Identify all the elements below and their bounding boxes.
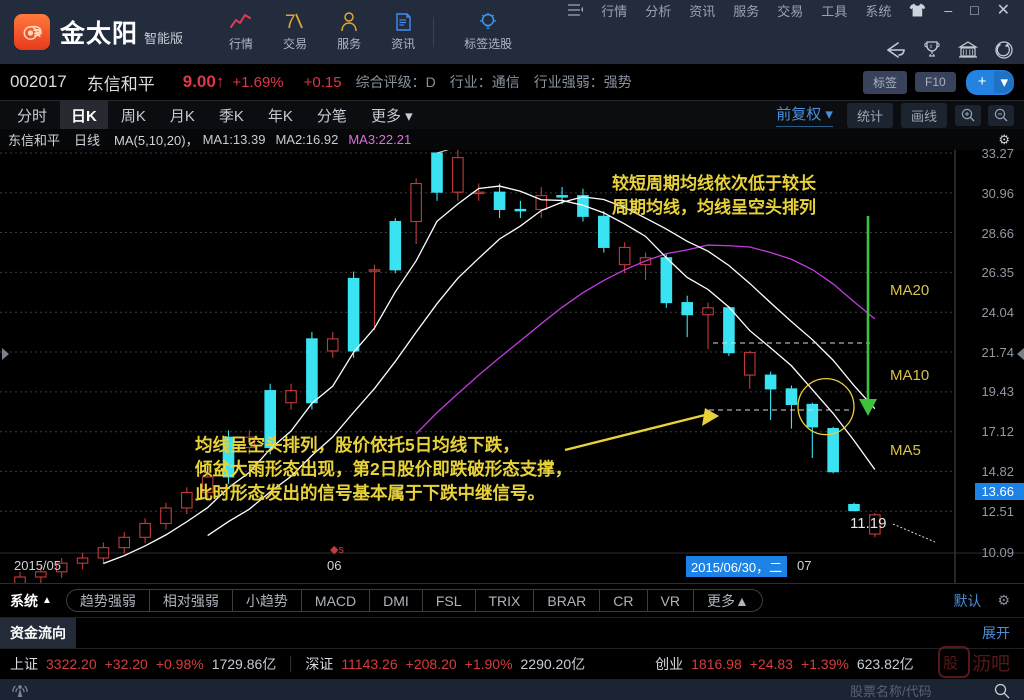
svg-text:11.19: 11.19 <box>850 515 886 532</box>
svg-text:7: 7 <box>285 12 296 32</box>
svg-text:股: 股 <box>943 655 958 672</box>
svg-text:MA10: MA10 <box>890 367 929 384</box>
svg-text:MA20: MA20 <box>890 282 929 299</box>
svg-text:MA5: MA5 <box>890 442 921 459</box>
svg-text:#: # <box>930 45 933 51</box>
